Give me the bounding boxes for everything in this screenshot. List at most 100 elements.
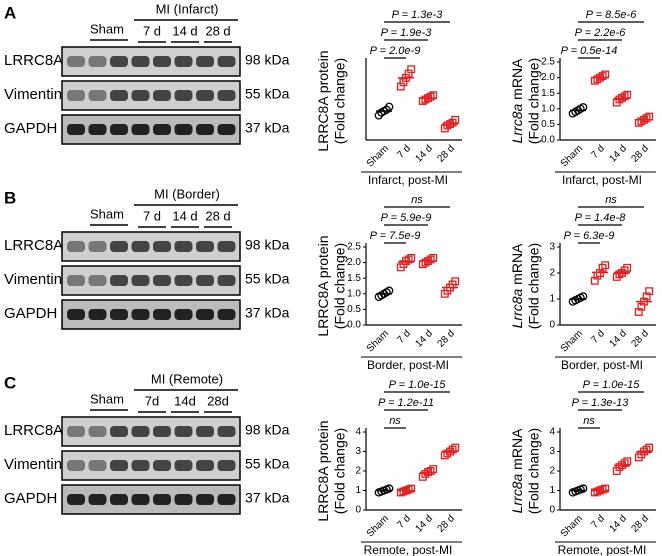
y-tick-label: 2.0 xyxy=(541,72,555,83)
significance-label: P = 1.2e-11 xyxy=(378,397,434,409)
blot-band xyxy=(67,426,85,437)
y-axis-label-text: LRRC8A protein xyxy=(315,235,331,336)
blot-band xyxy=(217,426,236,437)
data-point xyxy=(404,255,413,264)
blot-band xyxy=(110,241,128,252)
y-tick-label: 2.5 xyxy=(541,57,555,68)
y-axis-label: LRRC8A protein xyxy=(315,420,331,521)
blot-band xyxy=(174,275,193,286)
x-tick-label: 14 d xyxy=(413,143,435,165)
blot-band xyxy=(196,309,214,320)
x-tick-label: 14 d xyxy=(413,328,435,350)
significance-label: P = 5.9e-9 xyxy=(381,212,432,224)
data-point xyxy=(590,488,599,497)
blot-band xyxy=(217,56,236,67)
x-tick-label: 7 d xyxy=(395,513,413,531)
blot-band xyxy=(88,309,107,320)
data-point xyxy=(645,443,654,452)
data-point xyxy=(448,445,457,454)
data-point xyxy=(623,457,632,466)
blot-band xyxy=(88,426,107,437)
x-tick-label: 28 d xyxy=(435,328,457,350)
significance-label: ns xyxy=(389,415,401,427)
blot-band xyxy=(217,309,236,320)
blot-row-label: GAPDH xyxy=(4,305,57,322)
blot-row-label: LRRC8A xyxy=(4,237,63,254)
blot-size-label: 98 kDa xyxy=(245,422,290,438)
y-tick-label: 1 xyxy=(549,485,555,496)
y-axis-label: (Fold change) xyxy=(526,428,542,514)
blot-band xyxy=(110,124,128,135)
y-tick-label: 0.5 xyxy=(541,119,555,130)
x-tick-label: 28 d xyxy=(435,513,457,535)
data-point xyxy=(642,114,651,123)
blot-size-label: 98 kDa xyxy=(245,237,290,253)
x-tick-label: Sham xyxy=(365,513,391,539)
blot-band xyxy=(131,124,150,135)
blot-band xyxy=(67,90,85,101)
blot-size-label: 37 kDa xyxy=(245,490,290,506)
blot-band xyxy=(131,275,150,286)
data-point xyxy=(399,487,408,496)
data-point xyxy=(385,102,394,111)
significance-label: P = 6.3e-9 xyxy=(564,230,615,242)
blot-header: MI (Remote) xyxy=(151,371,223,386)
blot-band xyxy=(196,56,214,67)
blot-band xyxy=(131,494,150,505)
blot-size-label: 55 kDa xyxy=(245,86,290,102)
blot-size-label: 55 kDa xyxy=(245,271,290,287)
y-tick-label: 1.0 xyxy=(347,288,361,299)
blot-band xyxy=(131,241,150,252)
lane-label: 14d xyxy=(174,393,196,408)
blot-row-label: Vimentin xyxy=(4,456,62,473)
data-point xyxy=(451,277,460,286)
x-tick-label: 7 d xyxy=(395,143,413,161)
lane-label: 28 d xyxy=(205,23,230,38)
blot-band xyxy=(67,241,85,252)
blot-size-label: 37 kDa xyxy=(245,120,290,136)
data-point xyxy=(620,266,629,275)
x-tick-label: 7 d xyxy=(589,328,607,346)
lane-label: Sham xyxy=(90,21,124,36)
x-tick-label: 14 d xyxy=(607,328,629,350)
lane-label: 7 d xyxy=(143,208,161,223)
blot-band xyxy=(174,494,193,505)
significance-label: ns xyxy=(605,194,617,206)
y-tick-label: 1 xyxy=(549,294,555,305)
data-point xyxy=(426,255,435,264)
blot-band xyxy=(196,494,214,505)
blot-band xyxy=(131,90,150,101)
y-tick-label: 0 xyxy=(355,505,361,516)
data-point xyxy=(601,484,610,493)
blot-band xyxy=(88,241,107,252)
blot-band xyxy=(110,460,128,471)
y-tick-label: 1.5 xyxy=(347,273,361,284)
blot-band xyxy=(196,124,214,135)
blot-band xyxy=(153,90,171,101)
y-axis-label: (Fold change) xyxy=(332,243,348,329)
y-tick-label: 0.5 xyxy=(347,304,361,315)
blot-band xyxy=(67,494,85,505)
blot-band xyxy=(110,275,128,286)
blot-band xyxy=(153,124,171,135)
blot-band xyxy=(88,124,107,135)
x-tick-label: Sham xyxy=(559,143,585,169)
data-point xyxy=(426,467,435,475)
blot-band xyxy=(110,309,128,320)
blot-row-label: Vimentin xyxy=(4,271,62,288)
x-tick-label: 28 d xyxy=(629,143,651,165)
data-point xyxy=(426,92,435,101)
lane-label: 28 d xyxy=(205,208,230,223)
y-axis-label-text: LRRC8A protein xyxy=(315,420,331,521)
significance-label: P = 2.0e-9 xyxy=(370,45,421,57)
data-point xyxy=(623,263,632,272)
y-tick-label: 0 xyxy=(549,320,555,331)
blot-band xyxy=(88,275,107,286)
blot-size-label: 37 kDa xyxy=(245,305,290,321)
significance-label: P = 1.3e-13 xyxy=(572,397,630,409)
blot-band xyxy=(217,124,236,135)
data-point xyxy=(642,445,651,454)
blot-band xyxy=(217,90,236,101)
